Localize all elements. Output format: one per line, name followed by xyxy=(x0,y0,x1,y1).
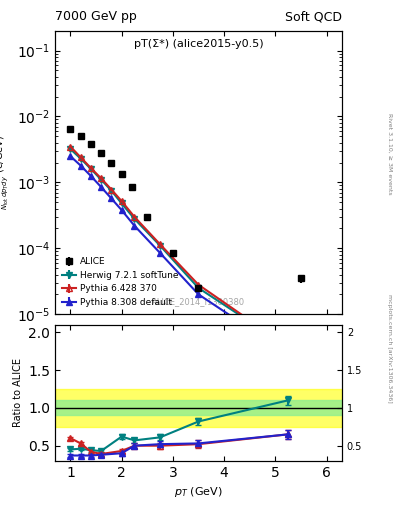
Y-axis label: $\frac{1}{N_\mathrm{tot}}\frac{d^2N}{dp_Tdy}$ (c/GeV): $\frac{1}{N_\mathrm{tot}}\frac{d^2N}{dp_… xyxy=(0,135,11,210)
Text: 7000 GeV pp: 7000 GeV pp xyxy=(55,10,137,23)
Text: Soft QCD: Soft QCD xyxy=(285,10,342,23)
Text: pT(Σ*) (alice2015-y0.5): pT(Σ*) (alice2015-y0.5) xyxy=(134,39,263,49)
Text: mcplots.cern.ch [arXiv:1306.3436]: mcplots.cern.ch [arXiv:1306.3436] xyxy=(387,294,392,402)
Y-axis label: Ratio to ALICE: Ratio to ALICE xyxy=(13,358,23,427)
Bar xyxy=(55,400,342,415)
Text: Rivet 3.1.10, ≥ 3M events: Rivet 3.1.10, ≥ 3M events xyxy=(387,113,392,195)
Text: ALICE_2014_I1300380: ALICE_2014_I1300380 xyxy=(152,297,245,306)
X-axis label: $p_T$ (GeV): $p_T$ (GeV) xyxy=(174,485,223,499)
Legend: ALICE, Herwig 7.2.1 softTune, Pythia 6.428 370, Pythia 8.308 default: ALICE, Herwig 7.2.1 softTune, Pythia 6.4… xyxy=(59,255,182,310)
Bar xyxy=(55,389,342,427)
